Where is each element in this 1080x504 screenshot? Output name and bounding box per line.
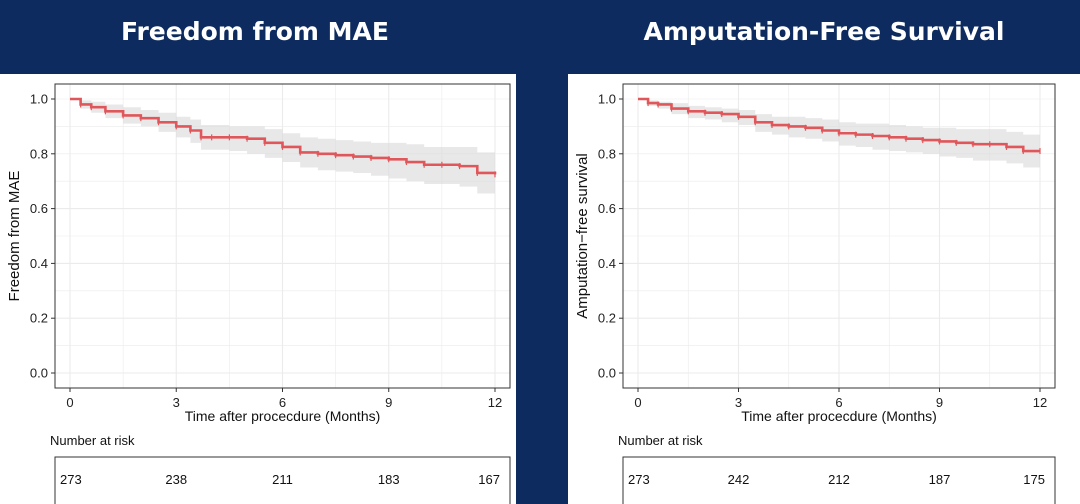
- risk-table-value: 167: [478, 472, 500, 487]
- km-chart-freedom-from-mae: 0.0 0.2 0.4 0.6 0.8 1.0 0 3 6 9 12 Time after proce…: [6, 83, 511, 504]
- risk-table-label: Number at risk: [618, 433, 703, 448]
- survival-curve: [70, 97, 497, 175]
- x-tick-label: 3: [735, 395, 742, 410]
- chart-title-left: Freedom from MAE: [121, 17, 389, 46]
- y-tick-label: 0.2: [598, 311, 616, 326]
- y-tick-label: 0.0: [30, 366, 48, 381]
- x-tick-label: 0: [634, 395, 641, 410]
- y-tick-label: 0.8: [598, 146, 616, 161]
- risk-table-value: 212: [828, 472, 850, 487]
- x-tick-label: 6: [835, 395, 842, 410]
- risk-table-value: 183: [378, 472, 400, 487]
- x-tick-label: 12: [488, 395, 502, 410]
- y-tick-label: 0.4: [30, 256, 48, 271]
- risk-table-value: 187: [929, 472, 951, 487]
- chart-title-right: Amputation-Free Survival: [643, 17, 1005, 46]
- risk-table-value: 273: [628, 472, 650, 487]
- risk-table-box: [622, 456, 1056, 504]
- chart-panel-freedom-from-mae: 0.0 0.2 0.4 0.6 0.8 1.0 0 3 6 9 12 Time after proce…: [0, 74, 516, 504]
- x-axis-label: Time after procecdure (Months): [185, 408, 381, 424]
- km-chart-amputation-free-survival: 0.0 0.2 0.4 0.6 0.8 1.0 0 3 6 9 12 Time after proce…: [574, 83, 1056, 504]
- risk-table-value: 242: [728, 472, 750, 487]
- risk-table-label: Number at risk: [50, 433, 135, 448]
- x-tick-label: 6: [279, 395, 286, 410]
- x-tick-label: 12: [1033, 395, 1047, 410]
- y-axis-label: Freedom from MAE: [6, 171, 23, 302]
- x-tick-label: 9: [936, 395, 943, 410]
- x-axis-label: Time after procecdure (Months): [741, 408, 937, 424]
- risk-table-value: 175: [1023, 472, 1045, 487]
- x-tick-label: 9: [385, 395, 392, 410]
- y-tick-label: 0.4: [598, 256, 616, 271]
- y-tick-label: 0.6: [598, 201, 616, 216]
- risk-table-value: 238: [165, 472, 187, 487]
- y-tick-label: 1.0: [30, 92, 48, 107]
- x-tick-label: 3: [173, 395, 180, 410]
- y-tick-label: 0.0: [598, 366, 616, 381]
- y-axis-label: Amputation−free survival: [574, 153, 591, 319]
- y-tick-label: 0.2: [30, 311, 48, 326]
- y-tick-label: 0.8: [30, 146, 48, 161]
- x-tick-label: 0: [66, 395, 73, 410]
- y-tick-label: 0.6: [30, 201, 48, 216]
- risk-table-value: 211: [272, 472, 293, 487]
- y-tick-label: 1.0: [598, 92, 616, 107]
- risk-table-value: 273: [60, 472, 82, 487]
- chart-panel-amputation-free-survival: 0.0 0.2 0.4 0.6 0.8 1.0 0 3 6 9 12 Time after proce…: [568, 74, 1080, 504]
- risk-table-box: [54, 456, 511, 504]
